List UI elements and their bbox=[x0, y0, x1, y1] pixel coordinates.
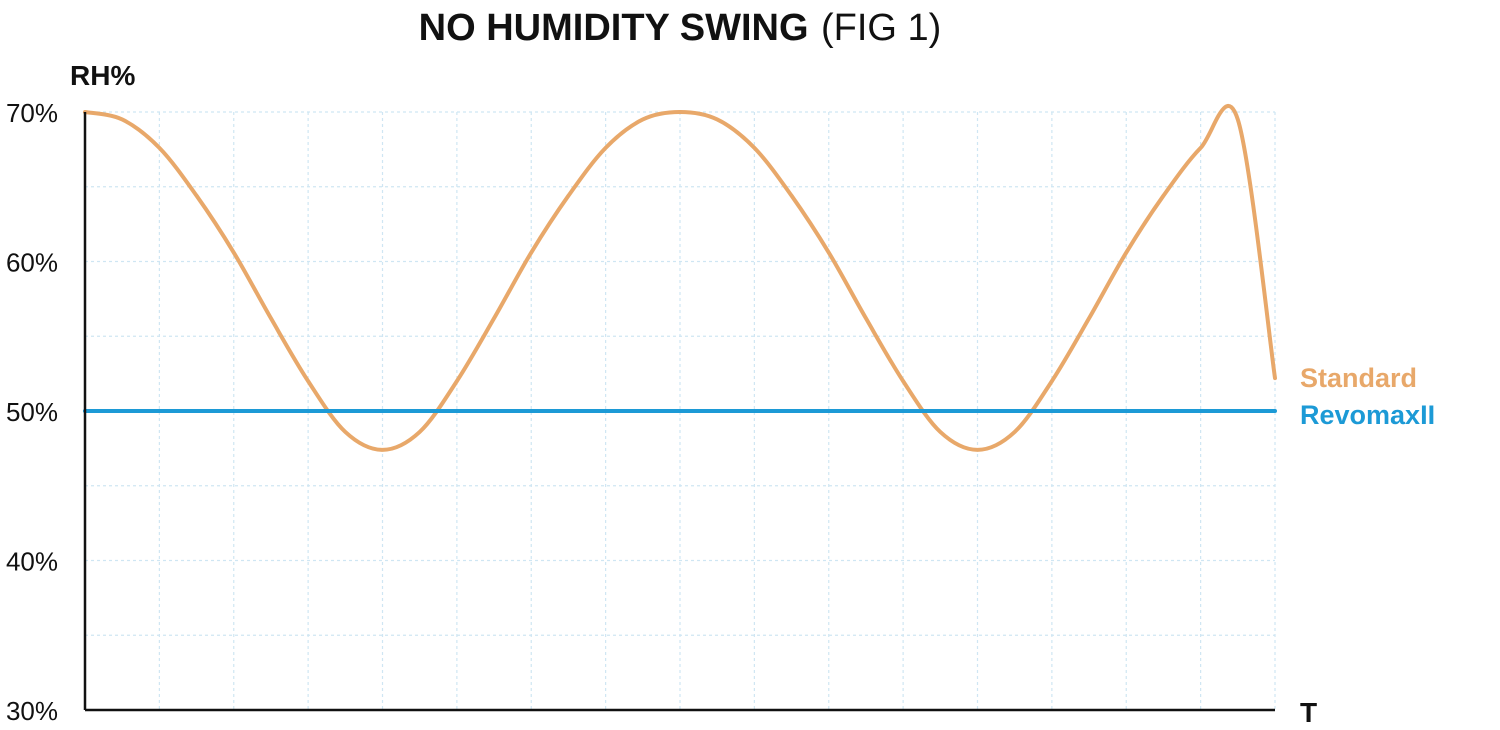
y-tick-label: 40% bbox=[6, 547, 58, 577]
chart-title-sub: (FIG 1) bbox=[821, 7, 941, 49]
y-tick-labels: 70% 60% 50% 40% 30% bbox=[6, 98, 58, 726]
series-line-standard bbox=[83, 103, 1277, 452]
y-tick-label: 60% bbox=[6, 248, 58, 278]
chart-title: NO HUMIDITY SWING (FIG 1) bbox=[419, 7, 942, 49]
legend-item-standard: Standard bbox=[1300, 363, 1417, 393]
series-layer bbox=[83, 103, 1277, 452]
y-axis-label: RH% bbox=[70, 60, 135, 91]
legend: Standard RevomaxII bbox=[1300, 363, 1435, 430]
legend-item-revomaxii: RevomaxII bbox=[1300, 400, 1435, 430]
y-tick-label: 70% bbox=[6, 98, 58, 128]
svg-text:NO HUMIDITY SWING (FIG 1: NO HUMIDITY SWING (FIG 1) bbox=[419, 7, 942, 49]
chart-title-main: NO HUMIDITY SWING bbox=[419, 7, 809, 49]
y-tick-label: 50% bbox=[6, 397, 58, 427]
x-axis-label: T bbox=[1300, 697, 1317, 728]
y-tick-label: 30% bbox=[6, 696, 58, 726]
